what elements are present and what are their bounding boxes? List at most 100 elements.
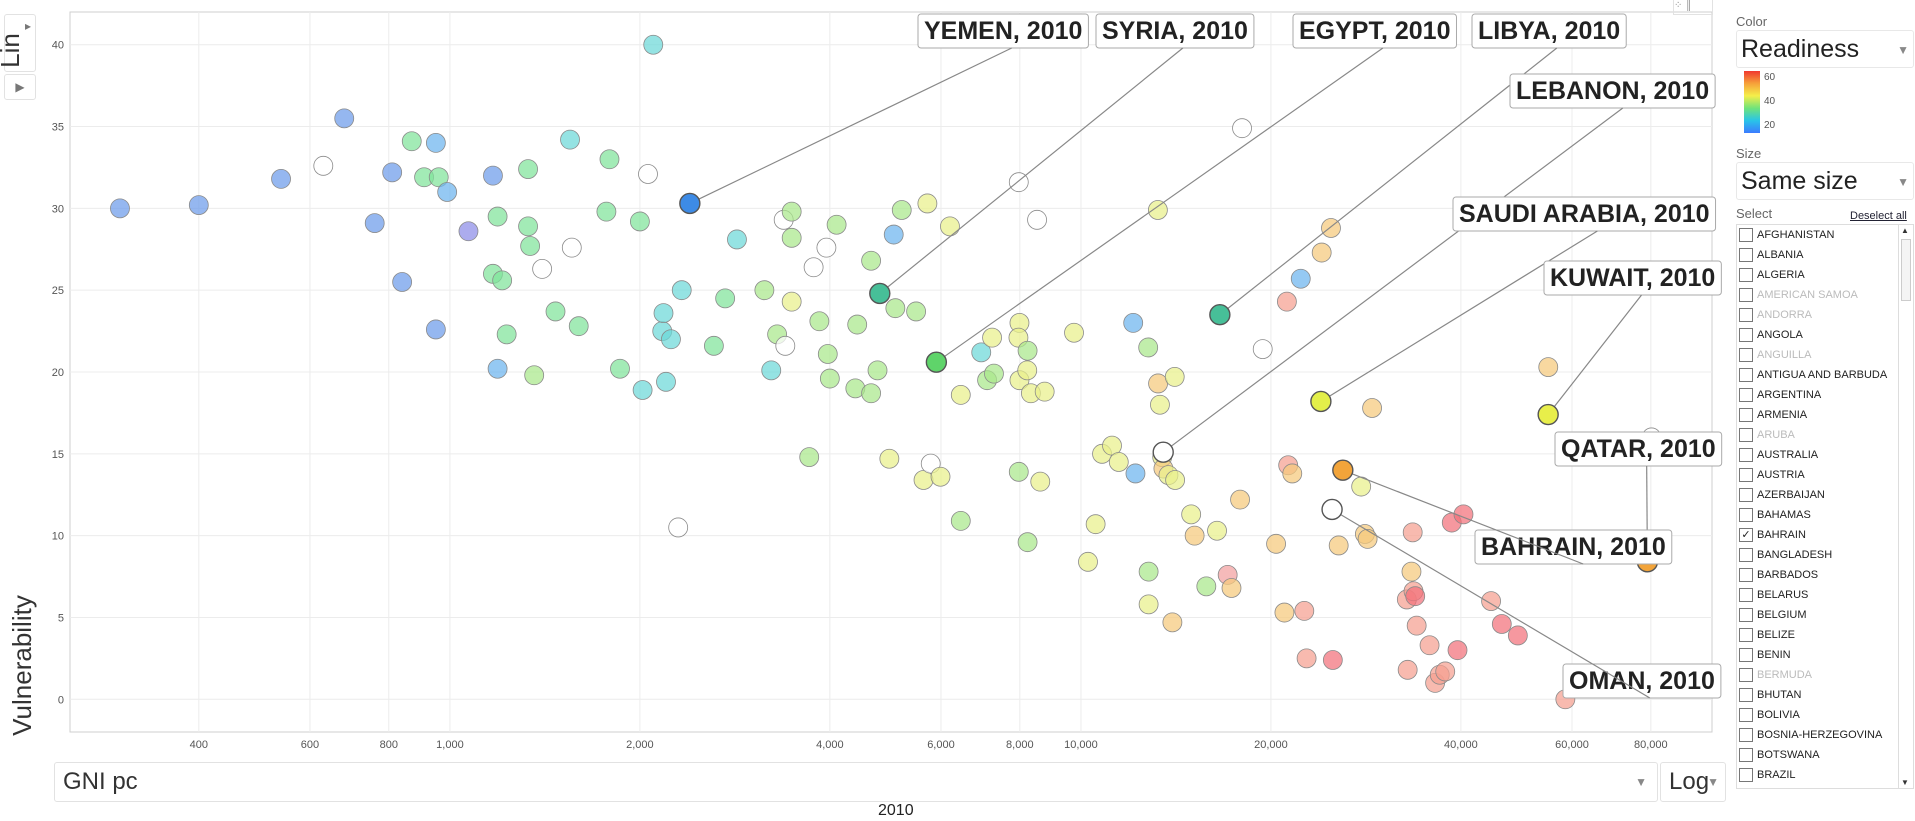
highlighted-point[interactable] bbox=[869, 282, 891, 305]
data-point[interactable] bbox=[1282, 463, 1303, 484]
country-item[interactable]: BERMUDA bbox=[1737, 665, 1913, 685]
data-point[interactable] bbox=[1266, 533, 1286, 554]
country-item[interactable]: ANGOLA bbox=[1737, 325, 1913, 345]
country-item[interactable]: ALBANIA bbox=[1737, 245, 1913, 265]
data-point[interactable] bbox=[715, 288, 736, 309]
data-point[interactable] bbox=[1123, 313, 1144, 333]
data-point[interactable] bbox=[401, 131, 422, 152]
country-item[interactable]: AUSTRALIA bbox=[1737, 445, 1913, 465]
country-checkbox[interactable] bbox=[1739, 328, 1753, 342]
country-checkbox[interactable] bbox=[1739, 428, 1753, 442]
data-point[interactable] bbox=[313, 155, 334, 176]
data-point[interactable] bbox=[1252, 339, 1273, 359]
data-point[interactable] bbox=[1311, 242, 1332, 263]
data-point[interactable] bbox=[668, 517, 689, 538]
data-point[interactable] bbox=[867, 360, 888, 381]
data-point[interactable] bbox=[1196, 576, 1217, 597]
data-point[interactable] bbox=[1165, 470, 1186, 490]
data-point[interactable] bbox=[1138, 561, 1159, 582]
country-item[interactable]: BAHAMAS bbox=[1737, 505, 1913, 525]
country-checkbox[interactable] bbox=[1739, 728, 1753, 742]
data-point[interactable] bbox=[754, 280, 775, 301]
data-point[interactable] bbox=[334, 108, 355, 129]
highlighted-point[interactable] bbox=[1332, 459, 1354, 481]
data-point[interactable] bbox=[382, 162, 403, 183]
data-point[interactable] bbox=[1221, 578, 1242, 598]
data-point[interactable] bbox=[1362, 398, 1382, 418]
scrollbar[interactable]: ▲ ▼ bbox=[1898, 225, 1913, 788]
data-point[interactable] bbox=[971, 342, 992, 363]
data-point[interactable] bbox=[861, 250, 882, 271]
data-point[interactable] bbox=[861, 383, 882, 404]
data-point[interactable] bbox=[847, 314, 868, 335]
data-point[interactable] bbox=[703, 335, 724, 356]
data-point[interactable] bbox=[799, 447, 820, 467]
data-point[interactable] bbox=[437, 182, 458, 202]
data-point[interactable] bbox=[879, 448, 900, 469]
country-item[interactable]: ANTIGUA AND BARBUDA bbox=[1737, 365, 1913, 385]
data-point[interactable] bbox=[425, 319, 446, 340]
data-point[interactable] bbox=[781, 227, 802, 248]
country-checkbox[interactable] bbox=[1739, 748, 1753, 762]
data-point[interactable] bbox=[826, 214, 847, 235]
data-point[interactable] bbox=[1027, 209, 1047, 230]
data-point[interactable] bbox=[891, 200, 912, 220]
country-item[interactable]: ARUBA bbox=[1737, 425, 1913, 445]
data-point[interactable] bbox=[917, 193, 938, 214]
data-point[interactable] bbox=[1085, 514, 1106, 535]
data-point[interactable] bbox=[761, 360, 782, 381]
highlighted-point[interactable] bbox=[1152, 441, 1174, 463]
data-point[interactable] bbox=[392, 272, 413, 292]
data-point[interactable] bbox=[1290, 268, 1311, 289]
data-point[interactable] bbox=[458, 221, 479, 242]
country-item[interactable]: BARBADOS bbox=[1737, 565, 1913, 585]
country-checkbox[interactable] bbox=[1739, 608, 1753, 622]
data-point[interactable] bbox=[1274, 602, 1295, 623]
data-point[interactable] bbox=[1296, 648, 1317, 669]
country-checkbox[interactable] bbox=[1739, 368, 1753, 382]
data-point[interactable] bbox=[1402, 522, 1423, 543]
country-item[interactable]: AFGHANISTAN bbox=[1737, 225, 1913, 245]
size-dropdown[interactable]: Same size ▼ bbox=[1736, 162, 1914, 200]
data-point[interactable] bbox=[671, 280, 692, 301]
country-item[interactable]: BANGLADESH bbox=[1737, 545, 1913, 565]
data-point[interactable] bbox=[1491, 614, 1512, 634]
data-point[interactable] bbox=[950, 385, 971, 405]
country-item[interactable]: BELIZE bbox=[1737, 625, 1913, 645]
data-point[interactable] bbox=[560, 129, 580, 150]
data-point[interactable] bbox=[1294, 601, 1315, 621]
country-checkbox[interactable] bbox=[1739, 648, 1753, 662]
highlighted-point[interactable] bbox=[925, 351, 948, 373]
data-point[interactable] bbox=[1276, 291, 1297, 312]
data-point[interactable] bbox=[727, 229, 747, 250]
data-point[interactable] bbox=[632, 380, 653, 400]
country-item[interactable]: BELARUS bbox=[1737, 585, 1913, 605]
color-dropdown[interactable]: Readiness ▼ bbox=[1736, 30, 1914, 68]
data-point[interactable] bbox=[1230, 489, 1250, 510]
deselect-all-link[interactable]: Deselect all bbox=[1850, 210, 1907, 222]
country-checkbox[interactable] bbox=[1739, 268, 1753, 282]
data-point[interactable] bbox=[1030, 471, 1051, 492]
country-checkbox[interactable] bbox=[1739, 568, 1753, 582]
data-point[interactable] bbox=[950, 511, 971, 531]
data-point[interactable] bbox=[816, 237, 837, 258]
country-checkbox[interactable] bbox=[1739, 488, 1753, 502]
data-point[interactable] bbox=[1125, 463, 1146, 484]
country-item[interactable]: BOTSWANA bbox=[1737, 745, 1913, 765]
data-point[interactable] bbox=[524, 365, 545, 386]
data-point[interactable] bbox=[599, 149, 620, 170]
data-point[interactable] bbox=[1538, 357, 1559, 377]
data-point[interactable] bbox=[781, 201, 802, 222]
data-point[interactable] bbox=[364, 213, 385, 233]
data-point[interactable] bbox=[883, 224, 904, 245]
data-point[interactable] bbox=[610, 358, 630, 379]
country-checkbox[interactable] bbox=[1739, 548, 1753, 562]
data-point[interactable] bbox=[492, 270, 513, 291]
data-point[interactable] bbox=[803, 257, 824, 278]
data-point[interactable] bbox=[568, 316, 589, 337]
data-point[interactable] bbox=[520, 236, 541, 256]
data-point[interactable] bbox=[885, 298, 906, 319]
data-point[interactable] bbox=[1064, 322, 1084, 343]
data-point[interactable] bbox=[661, 329, 681, 350]
country-checkbox[interactable] bbox=[1739, 248, 1753, 262]
